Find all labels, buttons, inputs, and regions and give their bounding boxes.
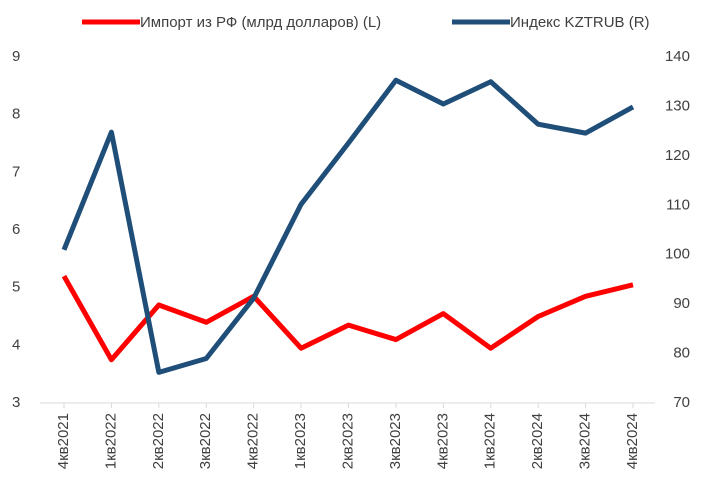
legend-label: Индекс KZTRUB (R): [510, 14, 650, 31]
x-tick-label: 4кв2023: [434, 413, 451, 469]
x-tick-label: 4кв2021: [55, 413, 72, 469]
x-tick-label: 1кв2024: [482, 413, 499, 469]
y2-tick-label: 100: [665, 246, 690, 263]
x-tick-label: 2кв2024: [529, 413, 546, 469]
x-tick-label: 1кв2023: [292, 413, 309, 469]
y-tick-label: 7: [12, 163, 20, 180]
y2-tick-label: 110: [666, 196, 690, 213]
y2-tick-label: 120: [665, 147, 690, 164]
y-tick-label: 3: [12, 394, 20, 411]
series-line: [61, 274, 634, 363]
y2-tick-label: 80: [673, 345, 690, 362]
x-tick-label: 3кв2024: [577, 413, 594, 469]
y-tick-label: 6: [12, 221, 20, 238]
y-tick-label: 4: [12, 336, 20, 353]
legend-label: Импорт из РФ (млрд долларов) (L): [140, 14, 381, 31]
x-tick-label: 3кв2023: [387, 413, 404, 469]
x-tick-label: 2кв2023: [339, 413, 356, 469]
y2-tick-label: 130: [665, 97, 690, 114]
y2-tick-label: 140: [665, 48, 690, 65]
x-tick-label: 3кв2022: [197, 413, 214, 469]
x-tick-label: 4кв2024: [624, 413, 641, 469]
y2-tick-label: 70: [673, 394, 690, 411]
y-tick-label: 8: [12, 106, 20, 123]
y-tick-label: 5: [12, 279, 20, 296]
y-tick-label: 9: [12, 48, 20, 65]
x-tick-label: 2кв2022: [150, 413, 167, 469]
x-tick-label: 4кв2022: [245, 413, 262, 469]
x-tick-label: 1кв2022: [102, 413, 119, 469]
series-line: [61, 77, 635, 375]
y2-tick-label: 90: [673, 295, 690, 312]
